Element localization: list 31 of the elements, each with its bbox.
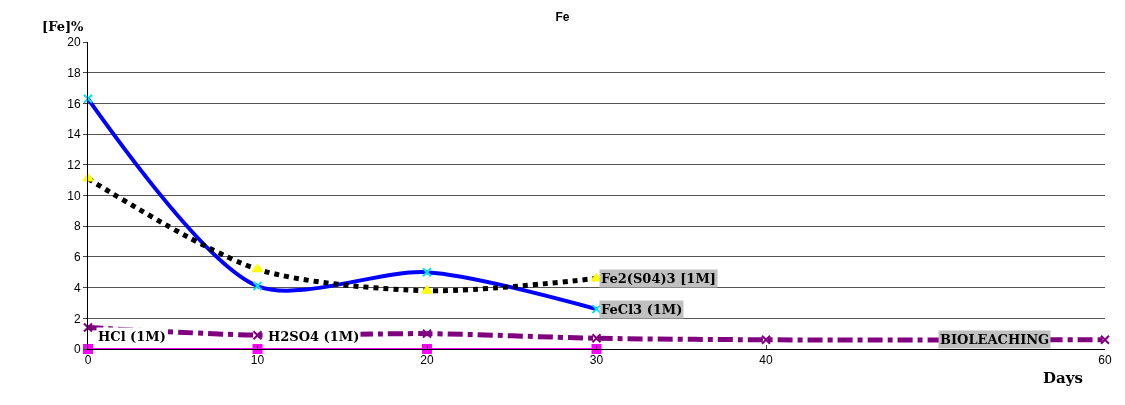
y-tick-label: 12 bbox=[67, 158, 81, 172]
y-tick-label: 10 bbox=[67, 188, 81, 203]
annotation: Fe2(S04)3 [1M] bbox=[601, 271, 716, 286]
y-tick-label: 8 bbox=[73, 219, 81, 234]
x-tick-label: 20 bbox=[420, 353, 434, 368]
x-tick-label: 40 bbox=[759, 353, 773, 368]
x-tick-label: 10 bbox=[250, 353, 265, 368]
y-tick-label: 14 bbox=[67, 127, 81, 142]
x-axis-title: Days bbox=[1043, 369, 1083, 387]
chart-title: Fe bbox=[555, 9, 570, 24]
point bbox=[761, 334, 771, 345]
x-tick-label: 0 bbox=[84, 353, 92, 368]
x-tick-label: 30 bbox=[589, 353, 604, 368]
y-tick-label: 0 bbox=[73, 342, 81, 357]
point bbox=[422, 328, 432, 339]
annotation: BIOLEACHING bbox=[940, 332, 1050, 347]
annotation: HCl (1M) bbox=[98, 329, 166, 344]
x-tick-label: 60 bbox=[1098, 353, 1112, 368]
point bbox=[591, 333, 602, 344]
y-tick-label: 16 bbox=[67, 96, 81, 111]
annotation: FeCl3 (1M) bbox=[601, 302, 683, 317]
y-axis-title: [Fe]% bbox=[42, 19, 85, 34]
y-tick-label: 18 bbox=[67, 65, 81, 80]
y-tick-label: 20 bbox=[67, 35, 81, 50]
y-tick-label: 4 bbox=[73, 280, 81, 295]
point bbox=[1100, 334, 1110, 345]
y-tick-label: 2 bbox=[73, 311, 81, 326]
point bbox=[83, 322, 93, 333]
y-tick-label: 6 bbox=[73, 250, 81, 265]
annotation: H2SO4 (1M) bbox=[268, 329, 360, 344]
point bbox=[252, 330, 263, 341]
